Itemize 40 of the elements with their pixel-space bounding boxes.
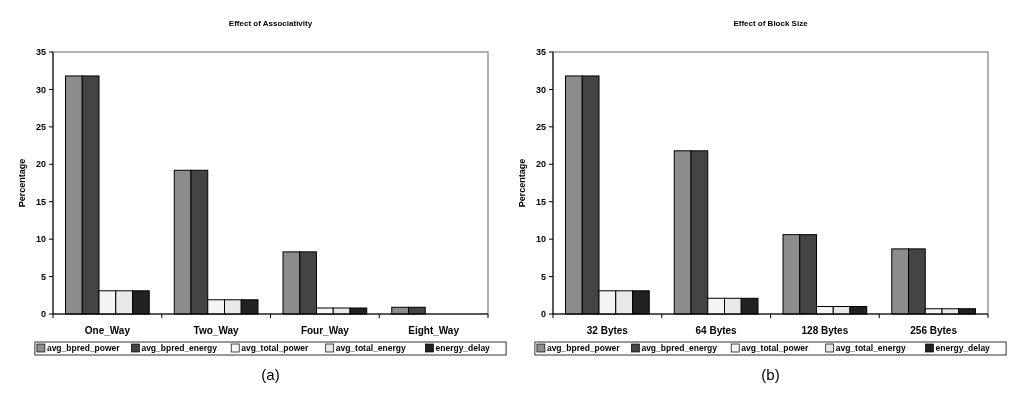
y-axis-title: Percentage [517,158,527,208]
legend-label: avg_bpred_energy [641,342,718,353]
legend-label: avg_bpred_energy [141,342,218,353]
y-tick-label: 10 [535,234,546,245]
y-tick-label: 10 [35,234,46,245]
text: (a) [261,366,280,383]
y-tick-label: 5 [540,271,546,282]
legend-label: avg_total_power [241,342,309,353]
x-tick-label: One_Way [84,325,131,336]
legend-label: energy_delay [935,342,991,353]
legend-label: avg_total_power [741,342,809,353]
chart-title: Effect of Block Size [733,19,809,28]
legend-label: avg_total_energy [335,342,406,353]
y-tick-label: 20 [35,159,46,170]
text: (b) [761,366,780,383]
y-tick-label: 30 [535,84,546,95]
y-tick-label: 15 [535,196,546,207]
x-tick-label: 32 Bytes [586,325,629,336]
legend-label: avg_total_energy [835,342,906,353]
y-tick-label: 35 [35,47,46,58]
x-tick-label: 128 Bytes [801,325,849,336]
y-tick-label: 30 [35,84,46,95]
x-tick-label: Four_Way [300,325,350,336]
legend-label: energy_delay [435,342,491,353]
y-tick-label: 5 [40,271,46,282]
y-tick-label: 35 [535,47,546,58]
y-tick-label: 25 [535,122,546,133]
x-tick-label: Two_Way [193,325,240,336]
legend-label: avg_bpred_power [46,342,121,353]
y-tick-label: 0 [40,309,46,320]
y-axis-title: Percentage [17,158,27,208]
legend-label: avg_bpred_power [546,342,621,353]
y-tick-label: 15 [35,196,46,207]
x-tick-label: 64 Bytes [695,325,738,336]
x-tick-label: 256 Bytes [910,325,958,336]
y-tick-label: 20 [535,159,546,170]
chart-title: Effect of Associativity [228,19,313,28]
y-tick-label: 0 [540,309,546,320]
x-tick-label: Eight_Way [408,325,460,336]
y-tick-label: 25 [35,122,46,133]
